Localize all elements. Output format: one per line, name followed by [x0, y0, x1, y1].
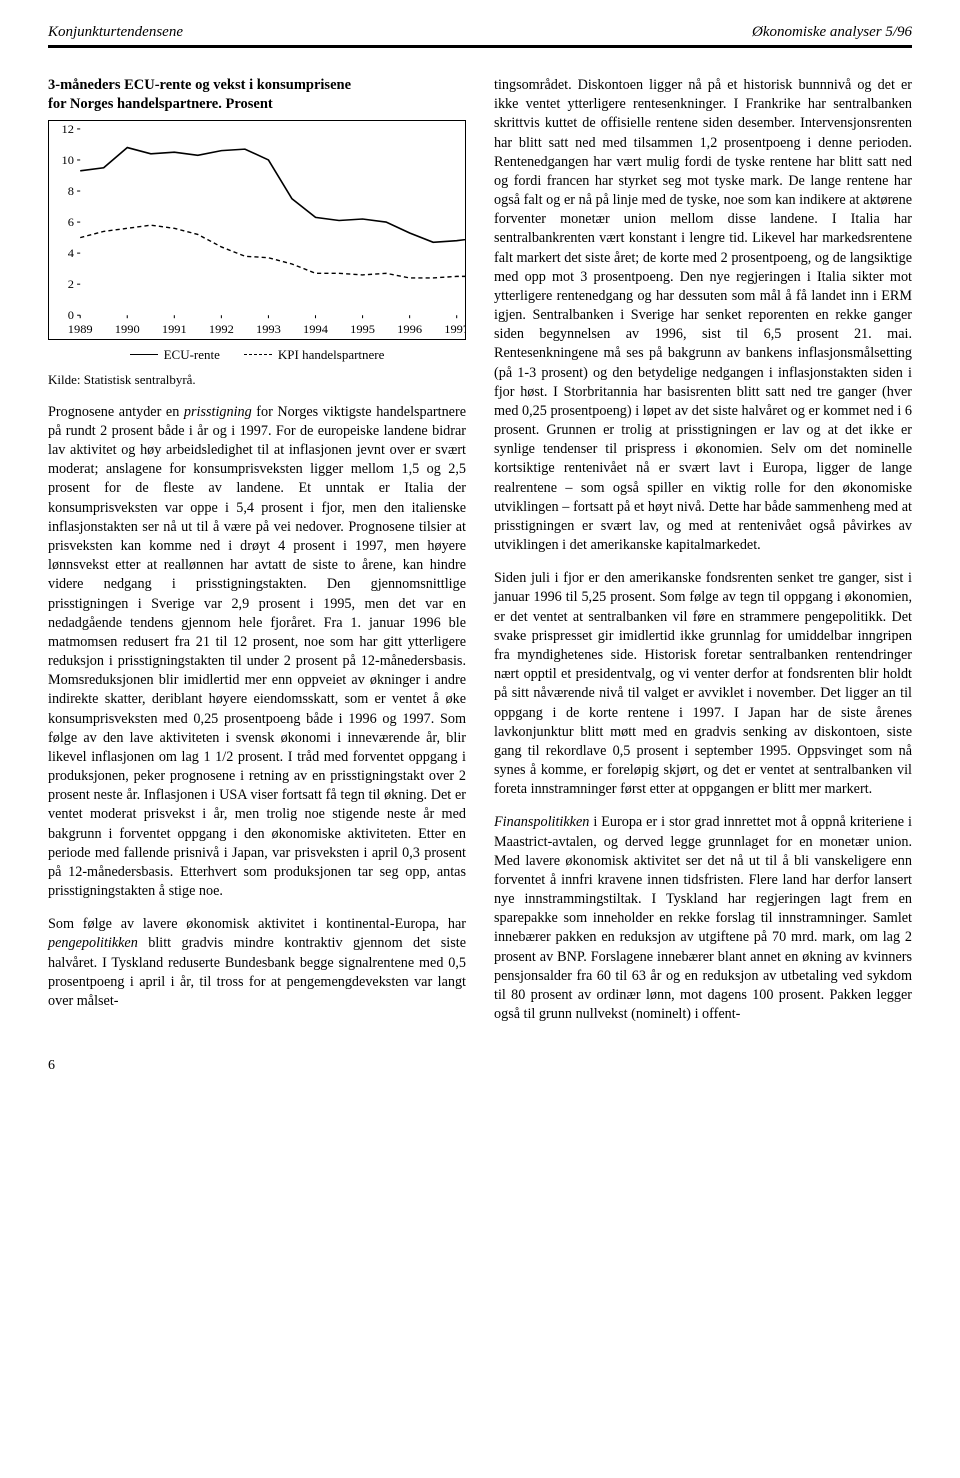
legend-line-solid-icon: [130, 354, 158, 355]
chart-frame: 0 2 4 6 8 10 12 1989 1990 1991 1992 1993 1994 1995 199…: [48, 120, 466, 340]
svg-text:1997: 1997: [444, 322, 465, 336]
chart-source: Kilde: Statistisk sentralbyrå.: [48, 371, 466, 389]
svg-text:1994: 1994: [303, 322, 328, 336]
chart-block: 3-måneders ECU-rente og vekst i konsumpr…: [48, 76, 466, 389]
body-paragraph: tingsområdet. Diskontoen ligger nå på et…: [494, 76, 912, 555]
svg-text:6: 6: [68, 215, 74, 229]
header-right: Økonomiske analyser 5/96: [752, 24, 912, 41]
header-left: Konjunkturtendensene: [48, 24, 183, 41]
legend-line-dashed-icon: [244, 354, 272, 355]
chart-legend: ECU-rente KPI handelspartnere: [48, 346, 466, 364]
svg-text:1995: 1995: [350, 322, 375, 336]
svg-text:1989: 1989: [68, 322, 93, 336]
body-paragraph: Siden juli i fjor er den amerikanske fon…: [494, 569, 912, 799]
chart-title-line1: 3-måneders ECU-rente og vekst i konsumpr…: [48, 77, 351, 93]
svg-text:8: 8: [68, 184, 74, 198]
left-paragraphs: Prognosene antyder en prisstigning for N…: [48, 403, 466, 1011]
left-column: 3-måneders ECU-rente og vekst i konsumpr…: [48, 76, 466, 1038]
svg-text:0: 0: [68, 308, 74, 322]
svg-text:1996: 1996: [397, 322, 422, 336]
svg-text:1992: 1992: [209, 322, 234, 336]
chart-title: 3-måneders ECU-rente og vekst i konsumpr…: [48, 76, 466, 114]
svg-text:4: 4: [68, 246, 74, 260]
body-paragraph: Som følge av lavere økonomisk aktivitet …: [48, 915, 466, 1011]
svg-text:1993: 1993: [256, 322, 281, 336]
legend-label-1: KPI handelspartnere: [278, 346, 385, 364]
legend-item-solid: ECU-rente: [130, 346, 220, 364]
legend-item-dashed: KPI handelspartnere: [244, 346, 385, 364]
svg-text:2: 2: [68, 277, 74, 291]
page-number: 6: [48, 1058, 912, 1074]
body-paragraph: Finanspolitikken i Europa er i stor grad…: [494, 813, 912, 1024]
body-paragraph: Prognosene antyder en prisstigning for N…: [48, 403, 466, 901]
right-paragraphs: tingsområdet. Diskontoen ligger nå på et…: [494, 76, 912, 1024]
svg-text:1991: 1991: [162, 322, 187, 336]
svg-text:1990: 1990: [115, 322, 140, 336]
legend-label-0: ECU-rente: [164, 346, 220, 364]
two-column-layout: 3-måneders ECU-rente og vekst i konsumpr…: [48, 76, 912, 1038]
svg-text:12: 12: [61, 122, 73, 136]
page-header: Konjunkturtendensene Økonomiske analyser…: [48, 24, 912, 48]
line-chart: 0 2 4 6 8 10 12 1989 1990 1991 1992 1993 1994 1995 199…: [49, 121, 465, 339]
right-column: tingsområdet. Diskontoen ligger nå på et…: [494, 76, 912, 1038]
svg-text:10: 10: [61, 153, 73, 167]
chart-title-line2: for Norges handelspartnere. Prosent: [48, 96, 273, 112]
